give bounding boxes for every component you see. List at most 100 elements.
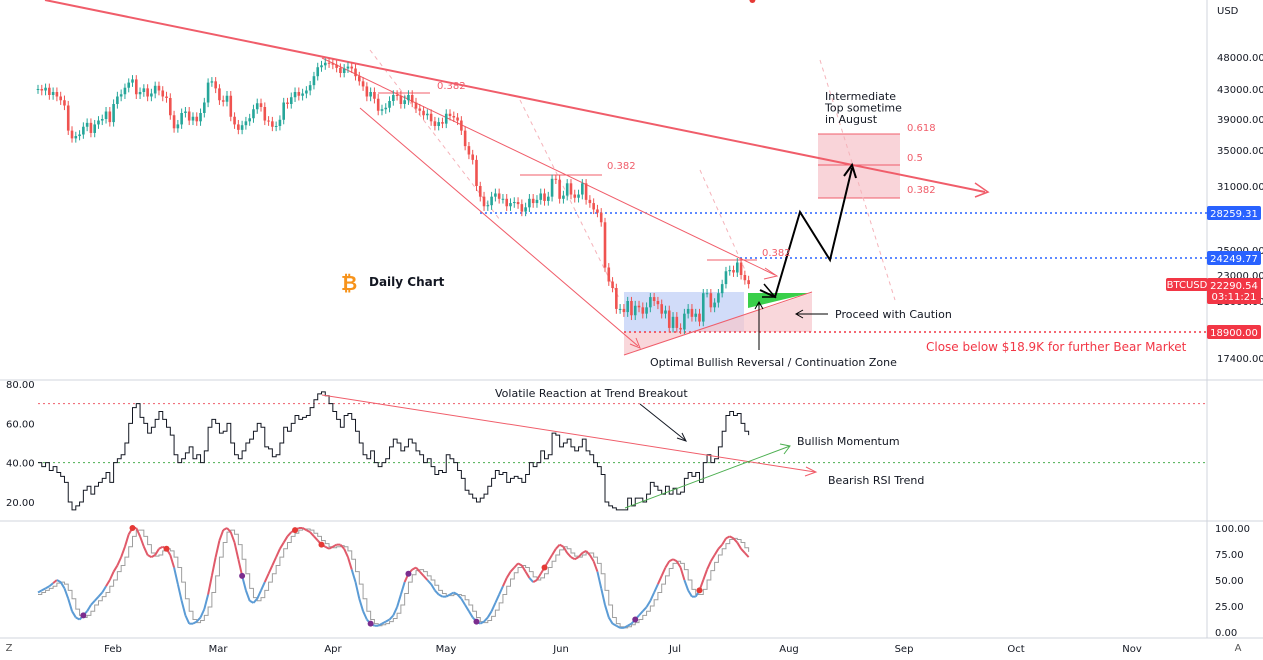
candle-body xyxy=(237,124,240,130)
candle-body xyxy=(747,280,750,285)
candle-body xyxy=(259,103,263,107)
candle-body xyxy=(263,107,267,121)
candle-body xyxy=(671,316,675,328)
stoch-cross-dot xyxy=(473,618,480,625)
candle-body xyxy=(335,64,338,68)
candle-body xyxy=(293,92,297,98)
price-tick-label: 31000.00 xyxy=(1217,182,1263,193)
stoch-k-segment xyxy=(150,554,156,558)
candle-body xyxy=(55,92,59,97)
stoch-k-segment xyxy=(589,554,595,562)
stoch-k-segment xyxy=(158,545,164,550)
trend-drawings[interactable] xyxy=(44,0,1207,356)
fib-label: 0.382 xyxy=(907,185,936,196)
candle-body xyxy=(331,63,335,65)
price-tick-label: 35000.00 xyxy=(1217,146,1263,157)
candle-body xyxy=(444,113,448,124)
stoch-k-segment xyxy=(354,581,361,599)
stoch-rsi-pane[interactable] xyxy=(37,0,756,629)
stoch-k-segment xyxy=(725,535,731,540)
candle-body xyxy=(66,105,70,131)
candle-body xyxy=(74,136,78,139)
candle-body xyxy=(119,94,123,97)
rsi-tick-label: 40.00 xyxy=(6,459,35,470)
stoch-k-segment xyxy=(528,577,534,583)
time-tick-label: Feb xyxy=(104,644,122,655)
stoch-k-segment xyxy=(642,606,648,612)
stoch-k-segment xyxy=(581,550,587,554)
candle-body xyxy=(339,67,342,73)
stoch-k-segment xyxy=(419,571,425,577)
stoch-k-segment xyxy=(214,540,221,558)
stoch-cross-dot xyxy=(367,620,374,627)
candle-body xyxy=(739,262,743,275)
channel-bottom-line xyxy=(359,107,639,347)
stoch-k-segment xyxy=(313,535,319,542)
candle-body xyxy=(701,293,705,322)
stoch-k-segment xyxy=(627,622,632,627)
stoch-k-segment xyxy=(660,567,667,577)
stoch-k-segment xyxy=(101,585,107,593)
stoch-k-segment xyxy=(509,566,516,573)
candle-body xyxy=(376,98,380,111)
candle-body xyxy=(482,196,486,207)
stoch-k-segment xyxy=(449,591,455,596)
stoch-k-segment xyxy=(267,565,274,575)
candle-body xyxy=(475,159,478,186)
channel-top-line xyxy=(321,57,776,276)
stoch-k-segment xyxy=(184,614,191,625)
projected-arrowhead xyxy=(762,283,777,298)
stoch-k-segment xyxy=(328,545,334,550)
intermediate-top-note: Top sometime xyxy=(824,102,902,115)
price-badge-bg xyxy=(1207,251,1261,265)
stoch-k-segment xyxy=(653,583,659,593)
candle-body xyxy=(395,95,399,96)
last-price-badge-bg xyxy=(1207,278,1261,304)
stoch-k-segment xyxy=(502,577,508,587)
stoch-k-segment xyxy=(721,537,727,546)
fib-label: 0.382 xyxy=(762,248,791,259)
rsi-pane[interactable]: Volatile Reaction at Trend Breakout Bulli… xyxy=(38,387,1207,511)
candle-body xyxy=(690,308,694,317)
stoch-k-segment xyxy=(498,585,504,595)
stoch-k-segment xyxy=(460,598,466,606)
candle-body xyxy=(633,305,637,316)
channel-arrowhead xyxy=(763,267,779,280)
candle-series[interactable] xyxy=(36,58,750,335)
rsi-bearish-trendline xyxy=(321,394,816,473)
stoch-tick-label: 100.00 xyxy=(1215,524,1250,535)
rsi-tick-label: 80.00 xyxy=(6,380,35,391)
candle-body xyxy=(354,68,357,77)
candle-body xyxy=(441,122,444,124)
candle-body xyxy=(426,113,429,116)
candle-body xyxy=(573,194,577,198)
timezone-corner-button[interactable]: Z xyxy=(5,643,13,654)
stoch-cross-dot xyxy=(292,527,299,534)
candle-body xyxy=(199,113,202,122)
candle-body xyxy=(70,130,74,139)
bear-warning-note: Close below $18.9K for further Bear Mark… xyxy=(926,340,1187,354)
stoch-k-segment xyxy=(607,616,614,625)
price-badge: 28259.31 xyxy=(1210,209,1258,220)
stoch-k-segment xyxy=(256,589,262,600)
stoch-k-segment xyxy=(48,582,54,588)
stoch-k-segment xyxy=(592,560,599,573)
stoch-k-segment xyxy=(93,595,100,602)
candle-body xyxy=(456,117,459,121)
stoch-k-segment xyxy=(154,548,160,556)
candle-body xyxy=(289,97,293,104)
candle-body xyxy=(717,293,720,303)
stoch-k-segment xyxy=(490,602,497,612)
stoch-k-segment xyxy=(263,573,270,583)
proceed-caution-note: Proceed with Caution xyxy=(835,308,952,321)
stoch-k-segment xyxy=(547,554,553,562)
candle-body xyxy=(448,113,452,116)
last-price-badge: 22290.54 xyxy=(1210,281,1258,292)
stoch-k-segment xyxy=(736,542,742,550)
candle-body xyxy=(698,313,701,322)
stoch-k-segment xyxy=(180,600,187,616)
auto-scale-button[interactable]: A xyxy=(1234,643,1242,654)
candle-body xyxy=(512,202,516,204)
time-tick-label: Oct xyxy=(1007,644,1024,655)
